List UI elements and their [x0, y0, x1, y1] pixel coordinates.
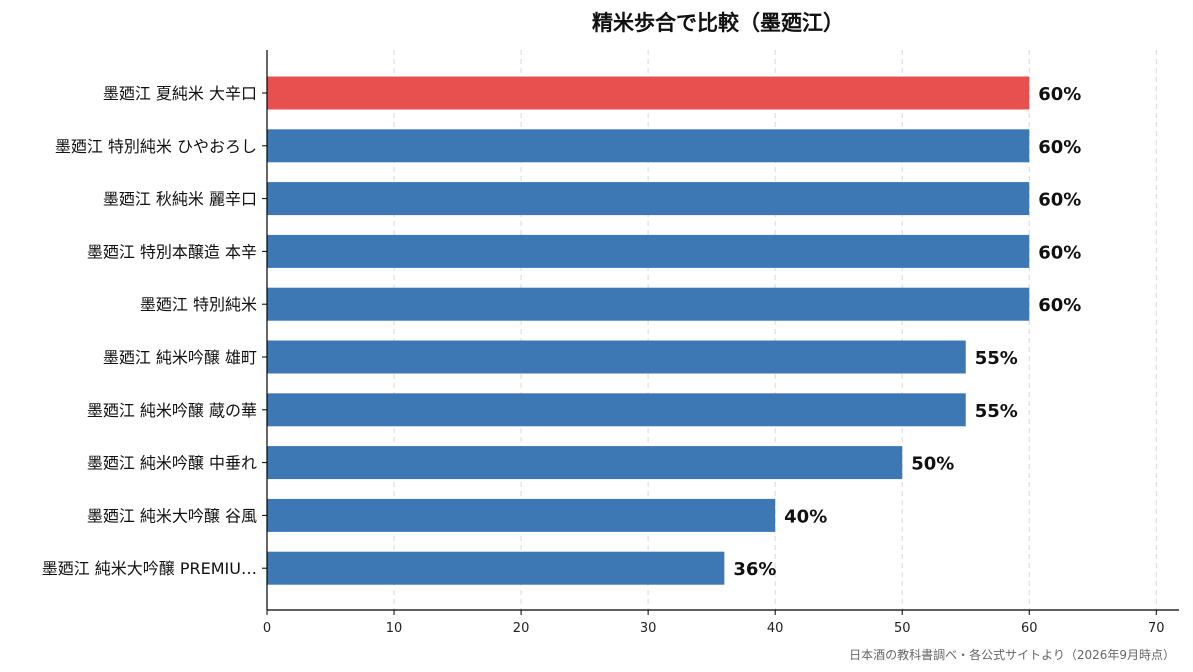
x-tick-label: 60	[1021, 621, 1038, 636]
category-label: 墨廼江 特別本醸造 本辛	[87, 242, 257, 261]
bar	[267, 129, 1030, 163]
value-label: 60%	[1038, 137, 1081, 158]
bars	[267, 76, 1030, 585]
value-label: 60%	[1038, 84, 1081, 105]
category-label: 墨廼江 純米吟醸 雄町	[103, 348, 257, 367]
category-label: 墨廼江 純米吟醸 中垂れ	[87, 454, 257, 473]
x-tick-label: 70	[1148, 621, 1165, 636]
category-label: 墨廼江 純米大吟醸 谷風	[87, 506, 257, 525]
bar	[267, 234, 1030, 268]
x-tick-label: 0	[263, 621, 271, 636]
value-label: 55%	[975, 348, 1018, 369]
bar	[267, 182, 1030, 216]
value-label: 60%	[1038, 295, 1081, 316]
category-label: 墨廼江 夏純米 大辛口	[103, 84, 257, 103]
bar	[267, 340, 966, 374]
x-tick-label: 40	[767, 621, 784, 636]
bar	[267, 498, 776, 532]
x-tick-label: 10	[386, 621, 403, 636]
bar	[267, 551, 725, 585]
category-label: 墨廼江 純米吟醸 蔵の華	[87, 401, 257, 420]
value-label: 50%	[911, 454, 954, 475]
value-label: 55%	[975, 401, 1018, 422]
value-label: 60%	[1038, 190, 1081, 211]
bar	[267, 287, 1030, 321]
category-label: 墨廼江 特別純米 ひやおろし	[55, 137, 257, 156]
bar	[267, 446, 903, 480]
chart-title: 精米歩合で比較（墨廼江）	[592, 11, 844, 35]
x-tick-label: 30	[640, 621, 657, 636]
value-label: 36%	[733, 559, 776, 580]
value-label: 60%	[1038, 242, 1081, 263]
category-label: 墨廼江 秋純米 麗辛口	[103, 190, 257, 209]
category-label: 墨廼江 純米大吟醸 PREMIU…	[42, 559, 257, 578]
x-tick-label: 20	[513, 621, 530, 636]
source-note: 日本酒の教科書調べ・各公式サイトより（2026年9月時点）	[849, 648, 1175, 662]
axes: 0 10 20 30 40 50 60 70	[262, 50, 1179, 636]
bar	[267, 393, 966, 427]
value-label: 40%	[784, 506, 827, 527]
bar	[267, 76, 1030, 110]
labels: 墨廼江 夏純米 大辛口 60% 墨廼江 特別純米 ひやおろし 60% 墨廼江 秋純米 麗…	[42, 84, 1082, 580]
category-label: 墨廼江 特別純米	[140, 295, 257, 314]
x-tick-label: 50	[894, 621, 911, 636]
